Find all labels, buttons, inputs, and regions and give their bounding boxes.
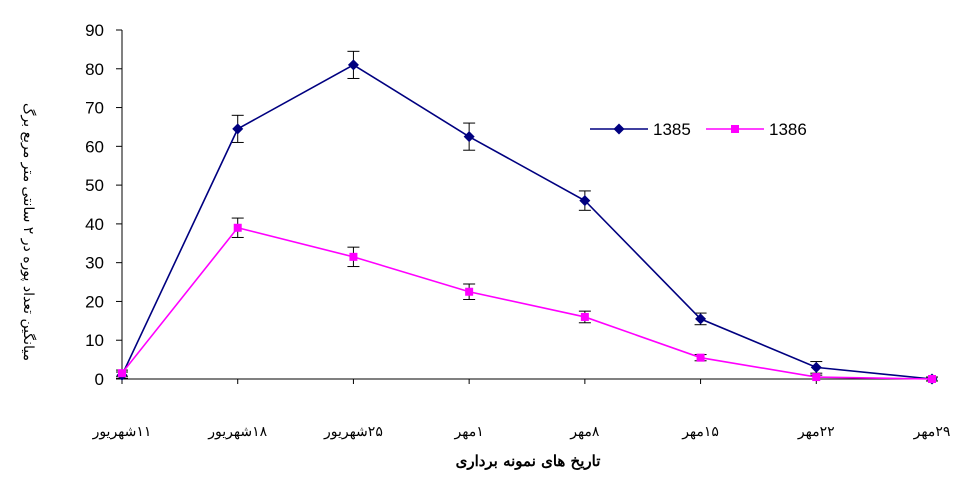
legend-marker-diamond [614,124,625,135]
x-tick-label: ۱۸شهریور [207,424,267,440]
legend-marker-square [731,125,739,133]
x-tick-label: ۱۱شهریور [92,424,152,440]
data-point-diamond [811,362,822,373]
x-tick-label: ۱مهر [454,424,484,440]
x-axis: ۱۱شهریور ۱۸شهریور ۲۵شهریور ۱مهر ۸مهر ۱۵مهر ۲۲م… [92,379,951,440]
data-point-square [812,373,820,381]
series-1386 [116,218,938,383]
legend-label: 1385 [653,120,691,139]
y-tick-label: 50 [85,176,104,195]
y-tick-label: 40 [85,215,104,234]
x-tick-label: ۸مهر [569,424,600,440]
y-tick-label: 60 [85,137,104,156]
y-tick-label: 10 [85,331,104,350]
series-line [122,228,932,379]
series-layer [116,51,938,384]
series-line [122,65,932,379]
y-tick-label: 80 [85,60,104,79]
y-axis-title: میانگین تعداد پوره در ۲ سانتی متر مربع ب… [20,103,37,361]
data-point-diamond [232,123,243,134]
data-point-square [349,253,357,261]
y-axis: 0 10 20 30 40 50 60 70 80 90 [85,21,122,389]
data-point-square [465,288,473,296]
data-point-square [118,369,126,377]
data-point-diamond [348,59,359,70]
legend: 1385 1386 [590,120,807,139]
y-tick-label: 20 [85,292,104,311]
x-tick-label: ۱۵مهر [681,424,719,440]
data-point-square [928,375,936,383]
legend-label: 1386 [769,120,807,139]
x-tick-label: ۲۹مهر [913,424,951,440]
data-point-diamond [464,131,475,142]
data-point-square [234,224,242,232]
x-axis-title: تاریخ های نمونه برداری [456,452,601,470]
y-tick-label: 30 [85,254,104,273]
legend-item-1386: 1386 [706,120,807,139]
x-tick-label: ۲۲مهر [797,424,835,440]
y-tick-label: 0 [95,370,104,389]
data-point-square [697,354,705,362]
x-tick-label: ۲۵شهریور [323,424,383,440]
data-point-square [581,313,589,321]
y-tick-label: 70 [85,99,104,118]
legend-item-1385: 1385 [590,120,691,139]
y-tick-label: 90 [85,21,104,40]
